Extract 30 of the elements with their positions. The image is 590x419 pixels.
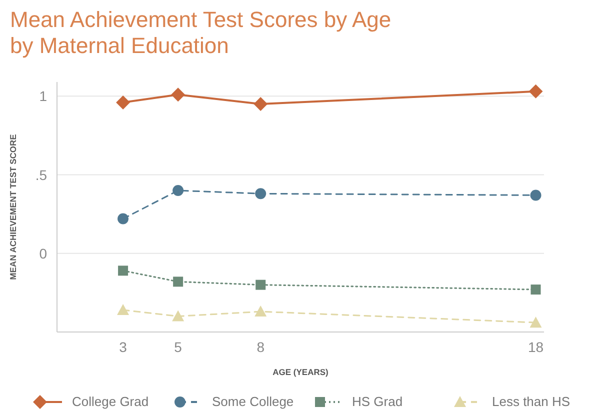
x-tick-label: 5 — [174, 339, 182, 355]
legend-label: College Grad — [72, 394, 149, 409]
point — [173, 276, 184, 287]
point — [256, 280, 266, 290]
point — [530, 190, 542, 201]
point — [254, 97, 268, 112]
point — [255, 188, 266, 200]
point — [530, 316, 542, 328]
y-tick-label: .5 — [35, 166, 48, 183]
y-axis-title: MEAN ACHIEVEMENT TEST SCORE — [8, 134, 18, 280]
x-tick-label: 18 — [528, 339, 544, 355]
point — [530, 284, 541, 295]
point — [171, 88, 186, 102]
x-tick-label: 3 — [119, 339, 128, 355]
x-tick-label: 8 — [256, 339, 265, 355]
point — [117, 304, 130, 315]
x-axis-title: AGE (YEARS) — [272, 367, 329, 377]
point — [172, 310, 184, 322]
point — [528, 84, 543, 98]
point — [118, 213, 129, 224]
y-tick-label: 1 — [39, 88, 48, 104]
legend-label: Some College — [212, 394, 294, 409]
legend-label: HS Grad — [352, 394, 403, 409]
point — [254, 306, 267, 317]
y-tick-label: 0 — [39, 245, 48, 262]
legend-label: Less than HS — [492, 394, 570, 409]
point — [172, 184, 184, 196]
chart-title: Mean Achievement Test Scores by Age by Maternal Education — [10, 7, 392, 58]
point — [116, 95, 130, 110]
point — [118, 266, 128, 276]
